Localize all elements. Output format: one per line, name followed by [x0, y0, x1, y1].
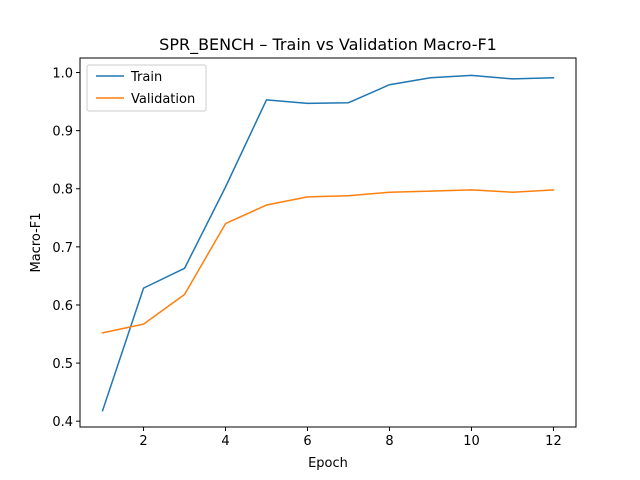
- y-tick-label: 0.7: [52, 241, 73, 256]
- plot-area: [101, 74, 555, 412]
- legend: Train Validation: [86, 64, 207, 112]
- x-tick-label: 6: [303, 434, 311, 449]
- y-axis: 0.4 0.5 0.6 0.7 0.8 0.9 1.0: [52, 67, 80, 430]
- series-line-validation: [101, 189, 555, 334]
- x-axis: 2 4 6 8 10 12: [139, 427, 562, 449]
- x-tick-label: 2: [139, 434, 147, 449]
- x-axis-label: Epoch: [308, 456, 348, 471]
- legend-label-validation: Validation: [131, 92, 195, 107]
- legend-label-train: Train: [130, 70, 162, 85]
- y-tick-label: 0.4: [52, 415, 73, 430]
- chart-title: SPR_BENCH – Train vs Validation Macro-F1: [159, 35, 497, 55]
- y-tick-label: 0.5: [52, 357, 73, 372]
- x-tick-label: 10: [463, 434, 480, 449]
- x-tick-label: 8: [385, 434, 393, 449]
- y-axis-label: Macro-F1: [29, 212, 44, 272]
- series-line-train: [101, 74, 555, 412]
- x-tick-label: 4: [221, 434, 229, 449]
- y-tick-label: 1.0: [52, 67, 73, 82]
- axes-frame: [79, 57, 577, 428]
- x-tick-label: 12: [545, 434, 562, 449]
- y-tick-label: 0.6: [52, 299, 73, 314]
- y-tick-label: 0.9: [52, 125, 73, 140]
- y-tick-label: 0.8: [52, 183, 73, 198]
